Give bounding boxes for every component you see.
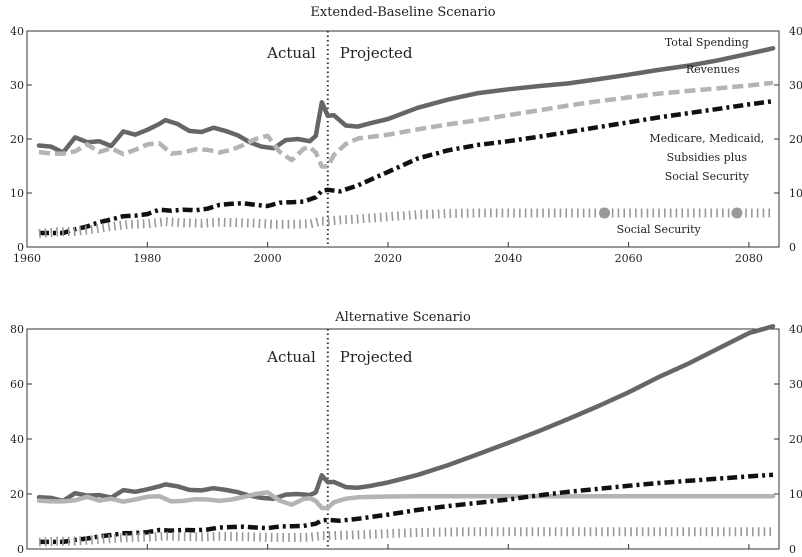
actual-label: Actual xyxy=(266,348,316,366)
series-label: Total Spending xyxy=(665,36,749,49)
x-tick-label: 2060 xyxy=(615,252,643,265)
y-tick-label: 0 xyxy=(17,241,24,254)
x-tick-label: 2020 xyxy=(374,252,402,265)
right-y-tick-label: 0 xyxy=(789,543,796,556)
y-tick-label: 20 xyxy=(10,488,24,501)
right-y-tick-label: 20 xyxy=(789,133,802,146)
point-marker xyxy=(731,207,743,219)
series-line-3 xyxy=(38,208,773,238)
y-tick-label: 30 xyxy=(10,79,24,92)
right-y-tick-label: 40 xyxy=(789,323,802,336)
panel-extended-baseline: Extended-Baseline Scenario 0 10 20 30 40 0 10 20… xyxy=(10,5,802,265)
right-y-tick-label: 10 xyxy=(789,488,802,501)
y-tick-label: 40 xyxy=(10,433,24,446)
y-tick-label: 20 xyxy=(10,133,24,146)
series-line-0 xyxy=(36,324,776,504)
series-label: Social Security xyxy=(617,223,702,236)
x-tick-label: 1960 xyxy=(13,252,41,265)
series-line-2 xyxy=(39,98,774,236)
right-y-tick-label: 0 xyxy=(789,241,796,254)
point-marker xyxy=(599,207,611,219)
x-tick-label: 2040 xyxy=(494,252,522,265)
series-line-1 xyxy=(36,490,776,511)
y-tick-label: 40 xyxy=(10,25,24,38)
series-line-0 xyxy=(36,46,776,155)
panel-title: Alternative Scenario xyxy=(334,310,471,325)
series-line-2 xyxy=(39,472,774,545)
y-tick-label: 10 xyxy=(10,187,24,200)
panel-title: Extended-Baseline Scenario xyxy=(310,5,495,20)
series-label: Medicare, Medicaid, xyxy=(649,132,764,145)
series-line-1 xyxy=(38,80,774,169)
right-y-tick-label: 30 xyxy=(789,378,802,391)
x-tick-label: 1980 xyxy=(133,252,161,265)
y-tick-label: 80 xyxy=(10,323,24,336)
series-label: Social Security xyxy=(665,170,750,183)
x-tick-label: 2080 xyxy=(735,252,763,265)
y-tick-label: 60 xyxy=(10,378,24,391)
series-line-3 xyxy=(38,527,773,547)
right-y-tick-label: 30 xyxy=(789,79,802,92)
projected-label: Projected xyxy=(340,44,413,62)
y-tick-label: 0 xyxy=(17,543,24,556)
series-label: Subsidies plus xyxy=(667,151,748,164)
x-tick-label: 2000 xyxy=(254,252,282,265)
panel-alternative: Alternative Scenario 0 20 40 60 80 0 10 20 30 40 Ac… xyxy=(10,310,802,556)
right-y-tick-label: 10 xyxy=(789,187,802,200)
series-label: Revenues xyxy=(686,63,740,76)
projected-label: Projected xyxy=(340,348,413,366)
right-y-tick-label: 20 xyxy=(789,433,802,446)
actual-label: Actual xyxy=(266,44,316,62)
right-y-tick-label: 40 xyxy=(789,25,802,38)
